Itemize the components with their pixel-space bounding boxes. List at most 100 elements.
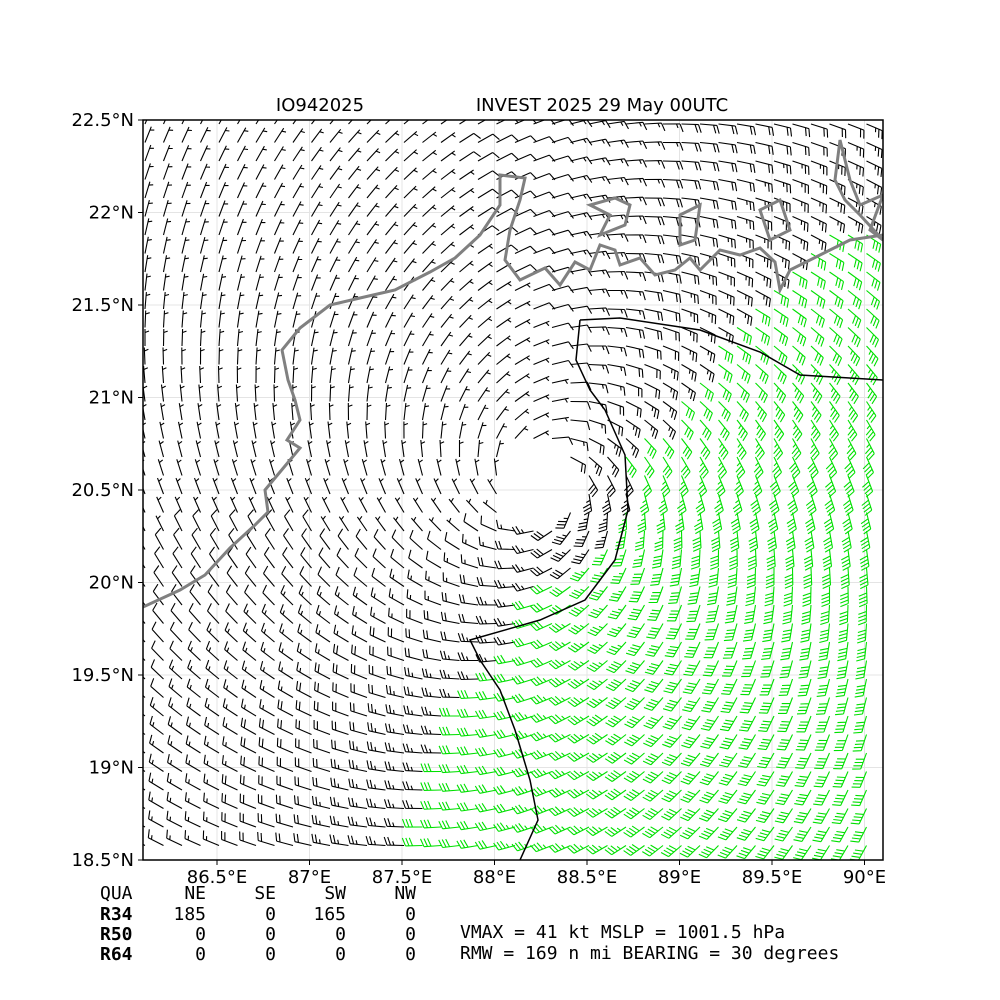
wind-barb bbox=[217, 384, 223, 402]
wind-barb bbox=[403, 421, 409, 439]
wind-barb bbox=[496, 281, 512, 291]
wind-barb bbox=[625, 121, 648, 131]
wind-barb bbox=[181, 273, 189, 291]
wind-barb bbox=[829, 308, 844, 329]
wind-barb bbox=[866, 364, 878, 386]
wind-barb bbox=[748, 530, 759, 553]
wind-barb bbox=[257, 794, 275, 810]
wind-barb bbox=[185, 754, 201, 772]
wind-barb bbox=[586, 771, 608, 782]
wind-barb bbox=[717, 845, 738, 859]
wind-barb bbox=[313, 700, 331, 717]
wind-barb bbox=[608, 586, 627, 602]
wind-barb bbox=[496, 317, 512, 328]
wind-barb bbox=[514, 408, 530, 421]
wind-barb bbox=[588, 456, 603, 477]
wind-barb bbox=[625, 140, 648, 149]
wind-barb bbox=[348, 759, 368, 773]
wind-barb bbox=[239, 831, 257, 847]
wind-barb bbox=[847, 179, 864, 196]
wind-barb bbox=[511, 711, 534, 722]
wind-barb bbox=[311, 814, 331, 828]
wind-barb bbox=[726, 586, 738, 606]
wind-barb bbox=[493, 803, 516, 814]
wind-barb bbox=[718, 197, 737, 211]
wind-barb bbox=[769, 475, 781, 498]
wind-barb bbox=[329, 384, 335, 402]
wind-barb bbox=[866, 234, 882, 253]
wind-barb bbox=[258, 718, 275, 735]
wind-barb bbox=[773, 364, 787, 385]
wind-barb bbox=[833, 734, 849, 752]
wind-barb bbox=[293, 795, 312, 810]
wind-barb bbox=[311, 183, 324, 199]
wind-barb bbox=[480, 515, 497, 532]
wind-barb bbox=[792, 178, 809, 194]
wind-barb bbox=[143, 525, 146, 532]
y-tick-label: 19.5°N bbox=[71, 665, 134, 686]
wind-barb bbox=[260, 641, 275, 661]
wind-barb bbox=[681, 160, 702, 171]
wind-barb bbox=[396, 478, 405, 495]
wind-barb bbox=[440, 259, 455, 273]
wind-barb bbox=[643, 715, 664, 730]
wind-barb bbox=[661, 771, 682, 785]
wind-barb bbox=[866, 179, 883, 196]
wind-barb bbox=[605, 715, 627, 728]
wind-barb bbox=[402, 743, 423, 754]
wind-barb bbox=[184, 811, 201, 828]
wind-barb bbox=[736, 401, 749, 422]
wind-barb bbox=[178, 403, 184, 421]
wind-barb bbox=[366, 120, 372, 125]
wind-barb bbox=[752, 475, 763, 498]
wind-barb bbox=[852, 734, 868, 752]
wind-barb bbox=[366, 384, 373, 402]
wind-barb bbox=[810, 271, 826, 290]
wind-barb bbox=[348, 256, 360, 273]
wind-barb bbox=[625, 382, 643, 398]
wind-barb bbox=[217, 365, 223, 384]
wind-barb bbox=[773, 123, 793, 137]
wind-barb bbox=[181, 347, 186, 365]
wind-barb bbox=[404, 647, 423, 662]
wind-barb bbox=[644, 234, 665, 245]
wind-barb bbox=[679, 845, 701, 858]
wind-barb bbox=[406, 589, 423, 606]
wind-barb bbox=[255, 310, 263, 328]
wind-barb bbox=[162, 292, 170, 310]
wind-barb bbox=[722, 641, 738, 659]
wind-barb bbox=[642, 789, 664, 802]
wind-barb bbox=[736, 308, 753, 326]
wind-barb bbox=[184, 830, 201, 847]
wind-barb bbox=[229, 496, 239, 513]
wind-barb bbox=[782, 604, 794, 625]
wind-barb bbox=[661, 808, 682, 821]
wind-barb bbox=[662, 456, 673, 479]
wind-barb bbox=[746, 567, 757, 589]
wind-barb bbox=[662, 419, 677, 440]
wind-barb bbox=[694, 512, 704, 535]
wind-barb bbox=[348, 220, 361, 236]
wind-barb bbox=[239, 793, 257, 810]
wind-barb bbox=[461, 533, 479, 551]
wind-barb bbox=[857, 623, 868, 644]
wind-barb bbox=[207, 584, 220, 606]
wind-barb bbox=[180, 365, 186, 384]
wind-barb bbox=[755, 197, 773, 212]
wind-barb bbox=[255, 329, 262, 347]
wind-barb bbox=[236, 218, 247, 236]
wind-barb bbox=[162, 310, 169, 328]
wind-barb bbox=[378, 478, 387, 495]
wind-barb bbox=[813, 789, 830, 806]
wind-barb bbox=[624, 734, 645, 747]
wind-barb bbox=[724, 604, 738, 624]
wind-barb bbox=[605, 678, 627, 692]
wind-barb bbox=[233, 421, 239, 439]
wind-barb bbox=[736, 215, 755, 231]
wind-barb bbox=[773, 253, 790, 270]
wind-barb bbox=[586, 697, 608, 709]
wind-barb bbox=[866, 160, 883, 177]
wind-barb bbox=[551, 303, 574, 312]
wind-barb bbox=[348, 238, 360, 254]
wind-barb bbox=[813, 771, 830, 788]
